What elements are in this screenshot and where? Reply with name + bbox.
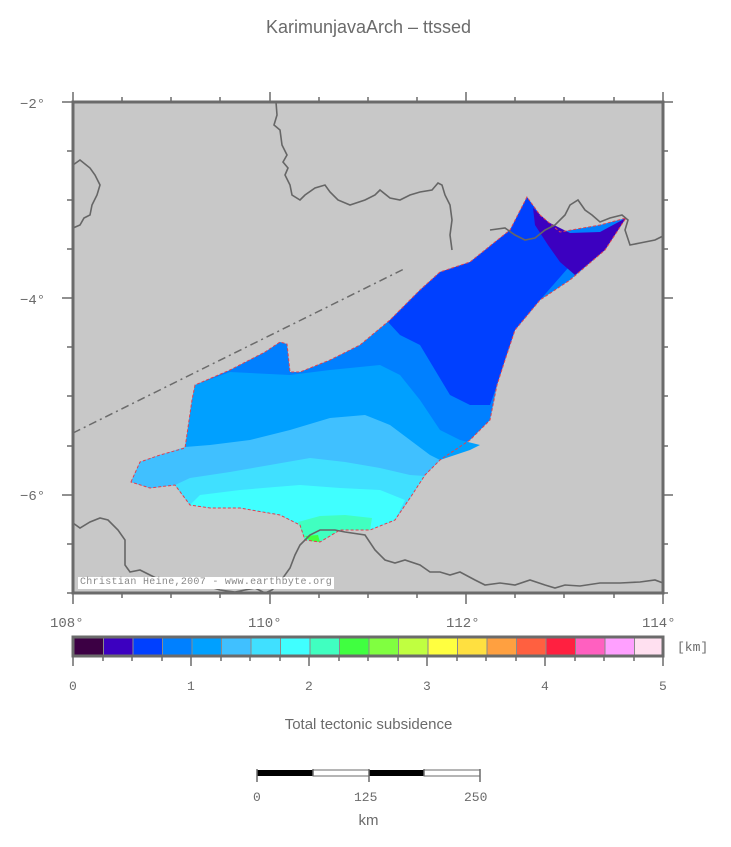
lon-label-112: 112° [446, 616, 480, 632]
dash-dot-line [72, 267, 407, 434]
map-title: KarimunjavaArch – ttssed [265, 17, 472, 37]
bottom-ticks [72, 593, 664, 604]
colorbar-label-1: 1 [187, 679, 195, 694]
lat-label-4: −4° [20, 293, 45, 309]
colorbar-unit: [km] [677, 640, 708, 655]
scale-label-0: 0 [253, 790, 261, 805]
coastline-java [72, 517, 664, 594]
coastline-borneo-west [72, 158, 101, 229]
colorbar-label-4: 4 [541, 679, 549, 694]
top-ticks [72, 92, 664, 102]
colorbar-swatches [74, 638, 664, 655]
colorbar-label-0: 0 [69, 679, 77, 694]
scale-bar: 0 125 250 [253, 769, 487, 805]
colorbar: [km] 0 1 2 3 4 5 [69, 635, 708, 694]
lat-label-2: −2° [20, 97, 45, 113]
coastline-borneo-south [273, 101, 453, 251]
lon-label-108: 108° [50, 616, 84, 632]
colorbar-label-3: 3 [423, 679, 431, 694]
scale-label-125: 125 [354, 790, 377, 805]
colorbar-label-5: 5 [659, 679, 667, 694]
subsidence-grid [130, 196, 628, 543]
coastlines [72, 101, 664, 594]
lat-label-6: −6° [20, 489, 45, 505]
credit-text: Christian Heine,2007 - www.earthbyte.org [78, 577, 335, 589]
basin-outline [130, 196, 628, 543]
scale-unit: km [358, 812, 379, 829]
left-ticks [62, 101, 73, 594]
colorbar-ticks [72, 656, 664, 666]
lon-label-110: 110° [248, 616, 282, 632]
colorbar-title: Total tectonic subsidence [284, 716, 453, 733]
basin-zone-0.5-0.75 [388, 197, 575, 405]
right-ticks [663, 101, 673, 594]
lon-label-114: 114° [642, 616, 676, 632]
basin-zone-0.25-0.5 [533, 208, 626, 275]
coastline-borneo-east [489, 198, 664, 246]
colorbar-label-2: 2 [305, 679, 313, 694]
scale-label-250: 250 [464, 790, 487, 805]
